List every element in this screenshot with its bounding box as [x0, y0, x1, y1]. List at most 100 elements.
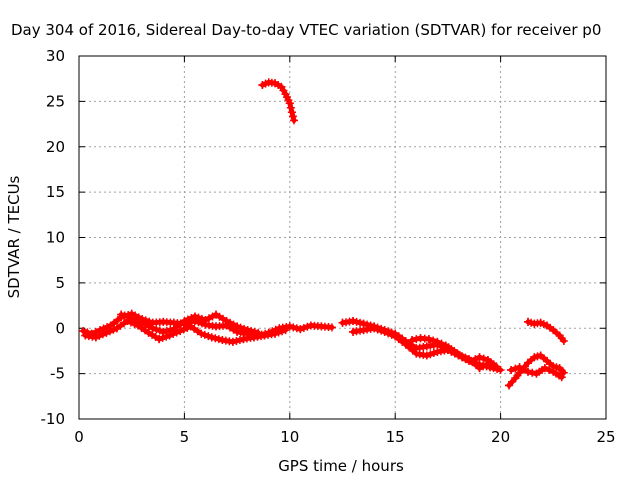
data-point-marker: [412, 335, 421, 344]
data-point: [243, 326, 252, 335]
data-point-marker: [274, 328, 283, 337]
data-point: [222, 316, 231, 325]
data-point-marker: [288, 112, 297, 121]
data-point: [155, 335, 164, 344]
data-point: [408, 336, 417, 345]
data-point-marker: [377, 326, 386, 335]
data-point-marker: [98, 330, 107, 339]
data-point-marker: [166, 326, 175, 335]
data-point: [338, 318, 347, 327]
data-point: [536, 351, 545, 360]
data-point-marker: [232, 336, 241, 345]
data-point: [349, 316, 358, 325]
data-point: [391, 332, 400, 341]
data-point-marker: [426, 350, 435, 359]
y-tick-label: -10: [41, 410, 66, 428]
series-arc-c: [117, 310, 263, 337]
data-point: [524, 367, 533, 376]
data-point-marker: [162, 326, 171, 335]
data-point: [317, 322, 326, 331]
x-tick-label: 20: [491, 428, 510, 446]
data-point: [532, 369, 541, 378]
y-tick-label: 30: [46, 47, 65, 65]
x-axis-title: GPS time / hours: [278, 457, 404, 475]
data-point: [102, 328, 111, 337]
data-point: [559, 368, 568, 377]
data-point: [212, 310, 221, 319]
data-point: [433, 347, 442, 356]
data-point: [349, 327, 358, 336]
series-arc-i: [524, 317, 568, 345]
data-point: [218, 336, 227, 345]
data-point-marker: [155, 326, 164, 335]
data-point: [422, 351, 431, 360]
series-arc-g: [505, 351, 568, 390]
data-point-marker: [152, 325, 161, 334]
data-point-marker: [528, 368, 537, 377]
data-point: [557, 373, 566, 382]
data-point-marker: [437, 339, 446, 348]
data-point: [159, 327, 168, 336]
series-arc-f: [408, 334, 501, 371]
data-point-marker: [292, 324, 301, 333]
data-point: [475, 353, 484, 362]
data-point-marker: [235, 336, 244, 345]
data-point: [467, 356, 476, 365]
chart-title: Day 304 of 2016, Sidereal Day-to-day VTE…: [11, 21, 601, 39]
data-point: [433, 337, 442, 346]
data-point-marker: [240, 324, 249, 333]
data-point-marker: [208, 312, 217, 321]
data-point: [540, 364, 549, 373]
data-point-marker: [511, 364, 520, 373]
data-point-marker: [247, 326, 256, 335]
data-point-marker: [236, 323, 245, 332]
y-axis-title: SDTVAR / TECUs: [5, 175, 23, 298]
data-point: [496, 365, 505, 374]
data-point: [492, 362, 501, 371]
y-tick-label: 15: [46, 183, 65, 201]
data-point-marker: [303, 322, 312, 331]
data-point: [507, 365, 516, 374]
y-tick-label: 20: [46, 138, 65, 156]
data-point: [127, 313, 136, 322]
x-tick-label: 10: [280, 428, 299, 446]
data-point-marker: [197, 314, 206, 323]
data-point: [424, 335, 433, 344]
data-point-marker: [183, 323, 192, 332]
data-point: [176, 326, 185, 335]
x-tick-label: 25: [596, 428, 615, 446]
x-tick-label: 15: [386, 428, 405, 446]
data-point: [281, 326, 290, 335]
data-point: [285, 99, 294, 108]
data-point-marker: [145, 322, 154, 331]
data-point: [112, 324, 121, 333]
data-point: [264, 78, 273, 87]
data-point-marker: [194, 313, 203, 322]
series-arc-b: [81, 316, 290, 346]
data-point-marker: [286, 103, 295, 112]
data-point-marker: [250, 327, 259, 336]
data-point: [559, 336, 568, 345]
data-point: [475, 364, 484, 373]
data-point-marker: [278, 327, 287, 336]
data-point: [239, 335, 248, 344]
x-tick-label: 5: [180, 428, 190, 446]
data-point-marker: [373, 325, 382, 334]
data-point: [117, 310, 126, 319]
data-point-marker: [204, 314, 213, 323]
data-point-marker: [519, 365, 528, 374]
data-point: [212, 322, 221, 331]
data-point-marker: [109, 325, 118, 334]
data-point-marker: [229, 320, 238, 329]
data-point: [458, 353, 467, 362]
data-point: [306, 321, 315, 330]
data-point-marker: [211, 334, 220, 343]
x-tick-label: 0: [74, 428, 84, 446]
data-point: [524, 358, 533, 367]
data-point: [81, 331, 90, 340]
data-point: [91, 333, 100, 342]
data-point-marker: [214, 335, 223, 344]
data-point: [530, 319, 539, 328]
series-arc-h: [507, 363, 566, 382]
data-point: [422, 342, 431, 351]
